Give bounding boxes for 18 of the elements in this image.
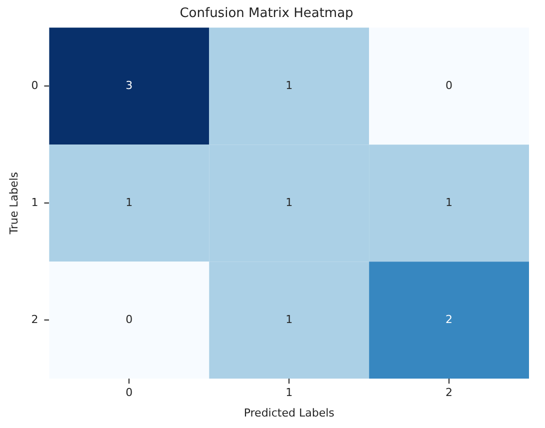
y-tick-label: 0 [31, 78, 38, 92]
data-label: 1 [126, 196, 133, 209]
data-label: 1 [286, 312, 293, 326]
chart-title: Confusion Matrix Heatmap [180, 6, 354, 22]
x-tick-label: 2 [446, 386, 453, 400]
data-label: 0 [126, 312, 133, 326]
x-tick-label: 0 [126, 386, 133, 400]
data-label: 3 [126, 78, 133, 92]
y-tick-label: 1 [31, 196, 38, 209]
data-label: 1 [446, 196, 453, 209]
data-label: 1 [286, 196, 293, 209]
x-tick-label: 1 [286, 386, 293, 400]
data-label: 1 [286, 78, 293, 92]
y-tick-label: 2 [31, 312, 38, 326]
data-label: 0 [446, 78, 453, 92]
y-axis-title: True Labels [7, 172, 20, 236]
data-label: 2 [446, 312, 453, 326]
x-axis-title: Predicted Labels [244, 406, 335, 420]
